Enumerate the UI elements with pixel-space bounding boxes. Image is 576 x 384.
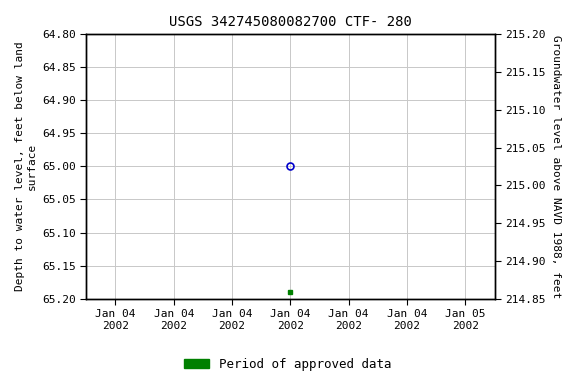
Y-axis label: Depth to water level, feet below land
surface: Depth to water level, feet below land su… [15, 41, 37, 291]
Legend: Period of approved data: Period of approved data [179, 353, 397, 376]
Title: USGS 342745080082700 CTF- 280: USGS 342745080082700 CTF- 280 [169, 15, 412, 29]
Y-axis label: Groundwater level above NAVD 1988, feet: Groundwater level above NAVD 1988, feet [551, 35, 561, 298]
